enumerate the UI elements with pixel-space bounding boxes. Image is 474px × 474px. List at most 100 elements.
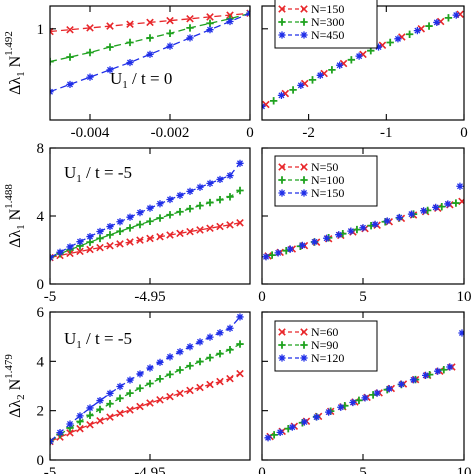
panel-top-left: -0.004 -0.002 0 1 Δλ1 N1.492 U1 / t = 0 [3, 5, 268, 141]
data-point [422, 371, 430, 379]
data-point [216, 175, 224, 184]
data-point [66, 420, 74, 428]
data-point [176, 348, 184, 356]
data-point [106, 400, 114, 408]
x-tick-label: 0 [258, 289, 266, 305]
panel-annotation: U1 / t = 0 [110, 69, 172, 91]
series-line [50, 189, 241, 259]
data-point [96, 396, 104, 405]
data-point [300, 5, 308, 13]
data-point [395, 213, 403, 222]
data-point [126, 58, 134, 67]
data-point [66, 243, 74, 251]
y-axis-label: Δλ1 N1.492 [3, 31, 27, 95]
data-point [300, 328, 308, 336]
data-point [226, 324, 234, 332]
data-point [452, 11, 460, 19]
data-point [347, 227, 355, 235]
panel-bottom-right: 0 5 10 N=60N=90N=120 [258, 311, 472, 474]
legend-box [274, 320, 378, 372]
data-point [269, 97, 278, 105]
x-tick-label: -0.004 [71, 125, 110, 141]
data-point [86, 411, 94, 420]
data-point [96, 227, 104, 236]
data-point [335, 231, 343, 239]
data-point [206, 224, 214, 233]
panel-middle-left: -5 -4.95 0 4 8 Δλ1 N1.488 U1 / t = -5 [3, 141, 268, 305]
series-series-1 [50, 9, 250, 36]
data-point [325, 408, 333, 416]
plot-area [264, 329, 464, 442]
data-point [336, 61, 344, 69]
data-point [106, 66, 114, 74]
data-point [166, 353, 174, 361]
x-tick-label: -4.95 [134, 289, 165, 305]
data-point [106, 413, 114, 421]
axes-frame [49, 5, 251, 121]
data-point [106, 222, 114, 231]
data-point [206, 353, 214, 362]
data-point [96, 243, 104, 252]
legend-label: N=100 [311, 173, 344, 187]
data-point [176, 208, 184, 216]
data-point [270, 431, 278, 439]
data-point [136, 236, 144, 244]
data-point [413, 27, 421, 35]
data-point [76, 424, 84, 433]
data-point [264, 434, 272, 442]
data-point [446, 363, 454, 371]
x-tick-label: -5 [44, 289, 57, 305]
data-point [268, 251, 276, 259]
data-point [126, 376, 134, 384]
data-point [126, 20, 134, 29]
data-point [226, 374, 234, 383]
data-point [216, 349, 224, 358]
data-point [116, 240, 124, 248]
legend-box [274, 0, 378, 49]
y-tick-label: 8 [37, 141, 45, 157]
y-axis-label: Δλ1 N1.488 [3, 184, 27, 248]
x-tick-label: 0 [460, 125, 468, 141]
data-point [50, 27, 54, 36]
x-tick-label: 10 [457, 289, 472, 305]
data-point [440, 366, 448, 374]
legend-entry: N=50 [278, 160, 338, 174]
data-point [226, 346, 234, 354]
data-point [116, 409, 124, 418]
data-point [274, 249, 282, 257]
data-point [56, 429, 64, 437]
data-point [288, 423, 296, 431]
series-series-1 [50, 369, 244, 446]
data-point [146, 364, 154, 372]
data-point [106, 389, 114, 397]
data-point [186, 24, 194, 32]
data-point [106, 231, 114, 239]
data-point [278, 31, 286, 39]
data-point [176, 229, 184, 238]
data-point [371, 220, 379, 228]
series-n-90 [270, 366, 448, 439]
data-point [56, 248, 64, 256]
data-point [136, 370, 144, 378]
data-point [166, 42, 174, 50]
data-point [86, 404, 94, 412]
data-point [186, 362, 194, 370]
data-point [66, 53, 74, 61]
legend-entry: N=300 [278, 15, 344, 29]
data-point [86, 24, 94, 32]
data-point [106, 43, 114, 51]
data-point [146, 34, 154, 42]
data-point [297, 81, 305, 89]
data-point [433, 18, 441, 27]
data-point [300, 354, 308, 362]
x-tick-label: -1 [380, 125, 393, 141]
data-point [156, 200, 164, 208]
data-point [216, 329, 224, 337]
data-point [76, 238, 84, 246]
data-point [444, 200, 452, 208]
data-point [300, 176, 308, 184]
y-tick-label: 4 [37, 209, 45, 225]
data-point [374, 43, 383, 51]
plot-area [50, 313, 244, 446]
data-point [146, 379, 154, 388]
